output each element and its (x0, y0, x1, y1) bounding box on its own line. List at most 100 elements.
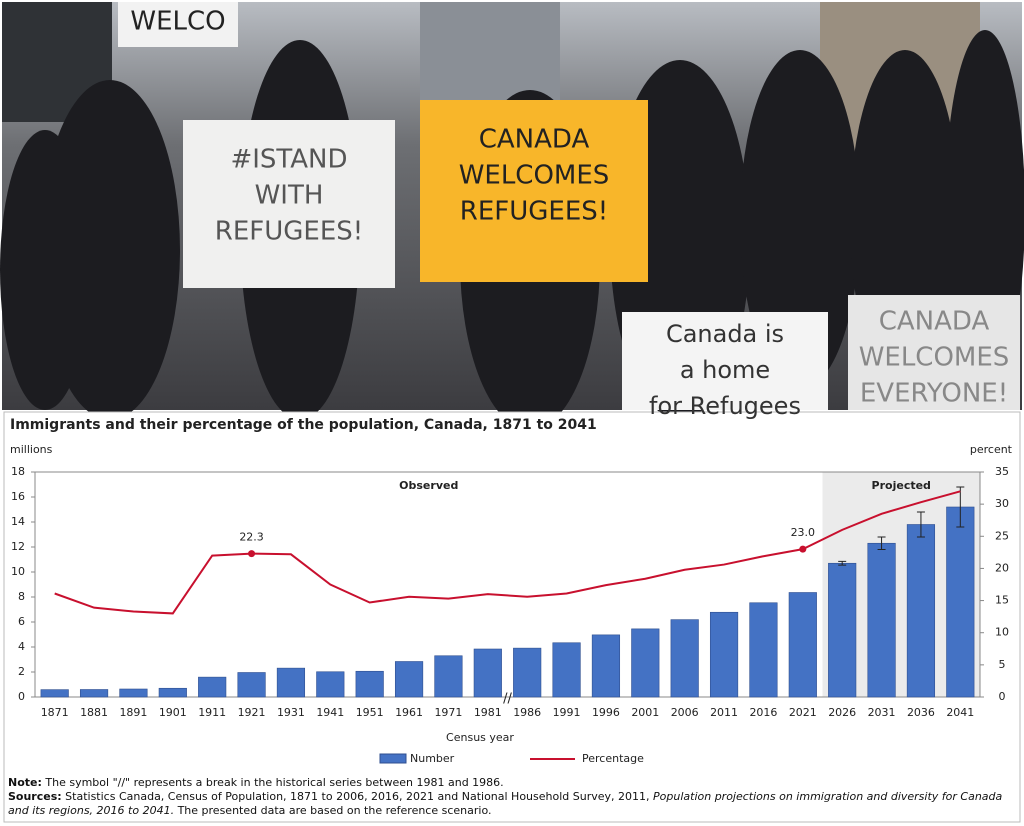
sign-text: REFUGEES! (460, 197, 608, 227)
x-tick-label: 1911 (198, 706, 226, 719)
x-tick-label: 1871 (41, 706, 69, 719)
x-tick-label: 1996 (592, 706, 620, 719)
break-symbol: // (503, 692, 512, 707)
bar (394, 661, 424, 698)
y2-axis-unit: percent (970, 443, 1013, 456)
x-tick-label: 1891 (119, 706, 147, 719)
bar (946, 506, 975, 698)
x-tick-label: 2016 (749, 706, 777, 719)
sign-text: WELCOMES (459, 161, 610, 191)
sign-text: WELCO (130, 7, 225, 37)
y-axis-unit: millions (10, 443, 53, 456)
sign-text: for Refugees (649, 392, 801, 420)
notes: Note: The symbol "//" represents a break… (8, 776, 1008, 818)
x-tick-label: 2006 (671, 706, 699, 719)
note: Note: The symbol "//" represents a break… (8, 776, 1008, 790)
y-tick-label: 0 (18, 690, 25, 703)
sign-text: CANADA (879, 307, 990, 337)
x-tick-label: 1921 (238, 706, 266, 719)
bar (119, 688, 148, 698)
observed-label: Observed (399, 479, 458, 492)
y2-tick-label: 10 (995, 626, 1009, 639)
y-tick-label: 12 (11, 540, 25, 553)
y2-tick-label: 15 (995, 594, 1009, 607)
bar (40, 689, 69, 698)
x-tick-label: 1951 (356, 706, 384, 719)
y-tick-label: 4 (18, 640, 25, 653)
x-tick-label: 1961 (395, 706, 423, 719)
bar (670, 619, 699, 698)
plot-frame (34, 471, 981, 698)
sources-end: The presented data are based on the refe… (177, 804, 492, 817)
y-tick-label: 16 (11, 490, 25, 503)
bar (552, 642, 581, 698)
x-tick-label: 2001 (631, 706, 659, 719)
sign-text: WELCOMES (859, 343, 1010, 373)
x-tick-label: 2036 (907, 706, 935, 719)
sign (420, 100, 648, 282)
y2-tick-label: 20 (995, 561, 1009, 574)
x-tick-label: 1901 (159, 706, 187, 719)
bar (906, 524, 936, 698)
sign-text: a home (680, 356, 770, 384)
line (54, 490, 961, 615)
y-tick-label: 6 (18, 615, 25, 628)
bar (79, 689, 109, 698)
sign (622, 312, 828, 410)
bar (513, 647, 542, 698)
bar (749, 602, 778, 698)
sources-italic: Population projections on immigration an… (8, 790, 1003, 817)
x-tick-label: 1981 (474, 706, 502, 719)
y2-tick-label: 35 (995, 465, 1009, 478)
sign (118, 2, 238, 47)
x-tick-label: 2026 (828, 706, 856, 719)
sources: Sources: Statistics Canada, Census of Po… (8, 790, 1008, 818)
bar (631, 628, 660, 698)
bar (473, 648, 502, 698)
sign (848, 295, 1020, 410)
bar (158, 687, 187, 698)
y2-tick-label: 5 (999, 658, 1006, 671)
y-tick-label: 8 (18, 590, 25, 603)
x-tick-label: 1941 (316, 706, 344, 719)
bar (867, 542, 896, 698)
note-text: The symbol "//" represents a break in th… (45, 776, 504, 789)
sign-text: Canada is (666, 320, 784, 348)
legend-swatch (379, 753, 407, 764)
chart-title: Immigrants and their percentage of the p… (10, 417, 597, 433)
x-tick-label: 2011 (710, 706, 738, 719)
marker (799, 545, 807, 553)
bar (198, 676, 227, 698)
sign (183, 120, 395, 288)
bar (316, 671, 345, 698)
x-tick-label: 2021 (789, 706, 817, 719)
sign-text: CANADA (479, 125, 590, 155)
sign-text: #ISTAND (230, 145, 347, 175)
y-tick-label: 18 (11, 465, 25, 478)
y2-tick-label: 0 (999, 690, 1006, 703)
y-tick-label: 10 (11, 565, 25, 578)
marker (248, 550, 256, 558)
x-tick-label: 1931 (277, 706, 305, 719)
x-tick-label: 1986 (513, 706, 541, 719)
sources-label: Sources: (8, 790, 62, 803)
sign-text: REFUGEES! (215, 217, 363, 247)
legend-label: Number (410, 752, 455, 765)
x-tick-label: 2031 (868, 706, 896, 719)
y-tick-label: 14 (11, 515, 25, 528)
x-tick-label: 1881 (80, 706, 108, 719)
x-tick-label: 1971 (434, 706, 462, 719)
bar (276, 667, 306, 698)
y2-tick-label: 30 (995, 497, 1009, 510)
y2-tick-label: 25 (995, 529, 1009, 542)
sign-text: EVERYONE! (860, 379, 1008, 409)
x-axis-title: Census year (446, 731, 514, 744)
x-tick-label: 2041 (946, 706, 974, 719)
bar (434, 655, 463, 698)
x-tick-label: 1991 (553, 706, 581, 719)
bar (828, 562, 857, 698)
data-label: 22.3 (239, 531, 264, 544)
projected-label: Projected (872, 479, 931, 492)
